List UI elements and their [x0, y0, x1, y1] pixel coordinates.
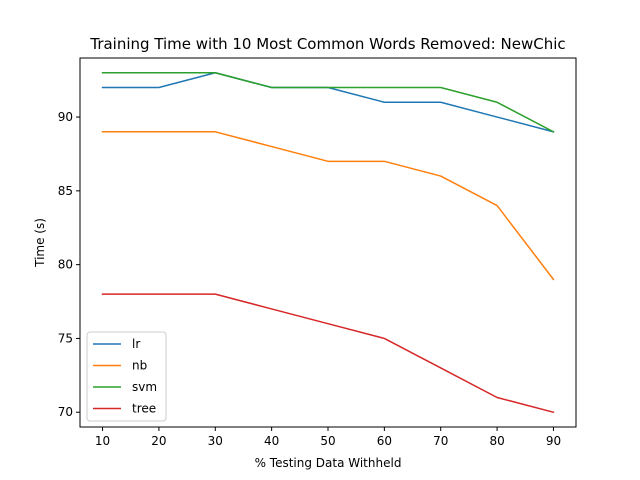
- series-group: [101, 72, 555, 414]
- x-tick-label: 20: [151, 434, 166, 448]
- x-tick-label: 70: [433, 434, 448, 448]
- y-tick-label: 90: [58, 110, 73, 124]
- chart-title: Training Time with 10 Most Common Words …: [89, 35, 565, 53]
- x-tick-label: 40: [264, 434, 279, 448]
- series-line-svm: [101, 72, 555, 133]
- x-axis: 10 20 30 40 50 60 70 80 90: [95, 427, 561, 448]
- x-tick-label: 10: [95, 434, 110, 448]
- series-line-tree: [101, 293, 555, 414]
- legend-box: [86, 331, 167, 422]
- legend-label-lr: lr: [132, 337, 140, 351]
- y-tick-label: 70: [58, 405, 73, 419]
- legend-label-nb: nb: [132, 359, 147, 373]
- y-axis-label: Time (s): [33, 218, 47, 268]
- y-axis: 70 75 80 85 90: [58, 110, 80, 419]
- x-tick-label: 80: [489, 434, 504, 448]
- x-tick-label: 30: [208, 434, 223, 448]
- x-tick-label: 60: [377, 434, 392, 448]
- series-line-nb: [101, 131, 555, 281]
- x-tick-label: 90: [546, 434, 561, 448]
- x-axis-label: % Testing Data Withheld: [255, 456, 402, 470]
- legend-label-svm: svm: [132, 380, 157, 394]
- y-tick-label: 85: [58, 184, 73, 198]
- plot-frame: [79, 57, 577, 428]
- legend: lr nb svm tree: [86, 331, 167, 422]
- x-tick-label: 50: [320, 434, 335, 448]
- legend-label-tree: tree: [132, 402, 156, 416]
- y-tick-label: 75: [58, 331, 73, 345]
- y-tick-label: 80: [58, 258, 73, 272]
